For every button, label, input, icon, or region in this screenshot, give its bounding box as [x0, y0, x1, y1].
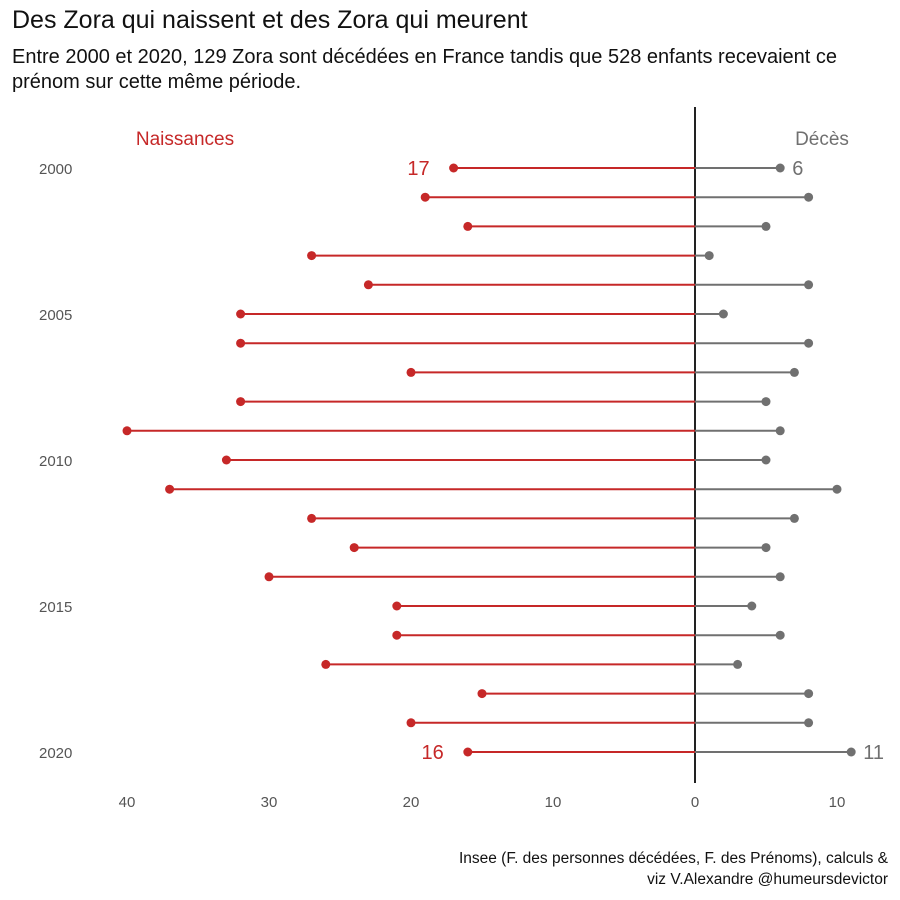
- deaths-point: [804, 280, 814, 290]
- deaths-point: [804, 689, 814, 699]
- x-tick-label: 40: [119, 794, 136, 811]
- births-point: [307, 513, 317, 523]
- deaths-point: [775, 426, 785, 436]
- births-value-label: 16: [422, 742, 444, 764]
- births-point: [406, 367, 416, 377]
- deaths-point: [761, 221, 771, 231]
- births-point: [477, 689, 487, 699]
- deaths-point: [747, 601, 757, 611]
- births-point: [236, 397, 246, 407]
- y-tick-label: 2000: [39, 161, 72, 178]
- births-point: [236, 338, 246, 348]
- x-tick-label: 10: [829, 794, 846, 811]
- births-point: [463, 221, 473, 231]
- deaths-point: [832, 484, 842, 494]
- deaths-point: [704, 251, 714, 261]
- source-caption-line-1: Insee (F. des personnes décédées, F. des…: [458, 850, 888, 867]
- source-caption-line-2: viz V.Alexandre @humeursdevictor: [647, 871, 888, 888]
- deaths-point: [846, 747, 856, 757]
- chart-title: Des Zora qui naissent et des Zora qui me…: [12, 6, 528, 34]
- x-tick-label: 20: [403, 794, 420, 811]
- deaths-point: [718, 309, 728, 319]
- x-tick-label: 0: [691, 794, 699, 811]
- deaths-value-label: 6: [792, 158, 803, 180]
- deaths-point: [775, 163, 785, 173]
- deaths-point: [775, 630, 785, 640]
- y-tick-label: 2015: [39, 599, 72, 616]
- deaths-value-label: 11: [863, 742, 884, 764]
- deaths-point: [733, 659, 743, 669]
- y-tick-label: 2005: [39, 307, 72, 324]
- births-point: [236, 309, 246, 319]
- births-point: [307, 251, 317, 261]
- births-point: [463, 747, 473, 757]
- deaths-point: [789, 513, 799, 523]
- births-point: [165, 484, 175, 494]
- deaths-point: [789, 367, 799, 377]
- deaths-series-label: Décès: [795, 129, 849, 150]
- births-point: [221, 455, 231, 465]
- births-point: [406, 718, 416, 728]
- births-point: [363, 280, 373, 290]
- deaths-point: [761, 543, 771, 553]
- deaths-point: [761, 455, 771, 465]
- births-point: [420, 192, 430, 202]
- deaths-point: [804, 718, 814, 728]
- source-caption: Insee (F. des personnes décédées, F. des…: [459, 848, 888, 890]
- x-tick-label: 10: [545, 794, 562, 811]
- births-point: [392, 601, 402, 611]
- deaths-point: [804, 338, 814, 348]
- births-point: [392, 630, 402, 640]
- y-tick-label: 2020: [39, 745, 72, 762]
- births-point: [349, 543, 359, 553]
- y-tick-label: 2010: [39, 453, 72, 470]
- births-series-label: Naissances: [136, 129, 234, 150]
- x-tick-label: 30: [261, 794, 278, 811]
- births-point: [264, 572, 274, 582]
- chart-subtitle: Entre 2000 et 2020, 129 Zora sont décédé…: [12, 46, 838, 93]
- deaths-point: [775, 572, 785, 582]
- deaths-point: [761, 397, 771, 407]
- births-point: [321, 659, 331, 669]
- births-point: [122, 426, 132, 436]
- births-point: [449, 163, 459, 173]
- deaths-point: [804, 192, 814, 202]
- births-value-label: 17: [407, 158, 429, 180]
